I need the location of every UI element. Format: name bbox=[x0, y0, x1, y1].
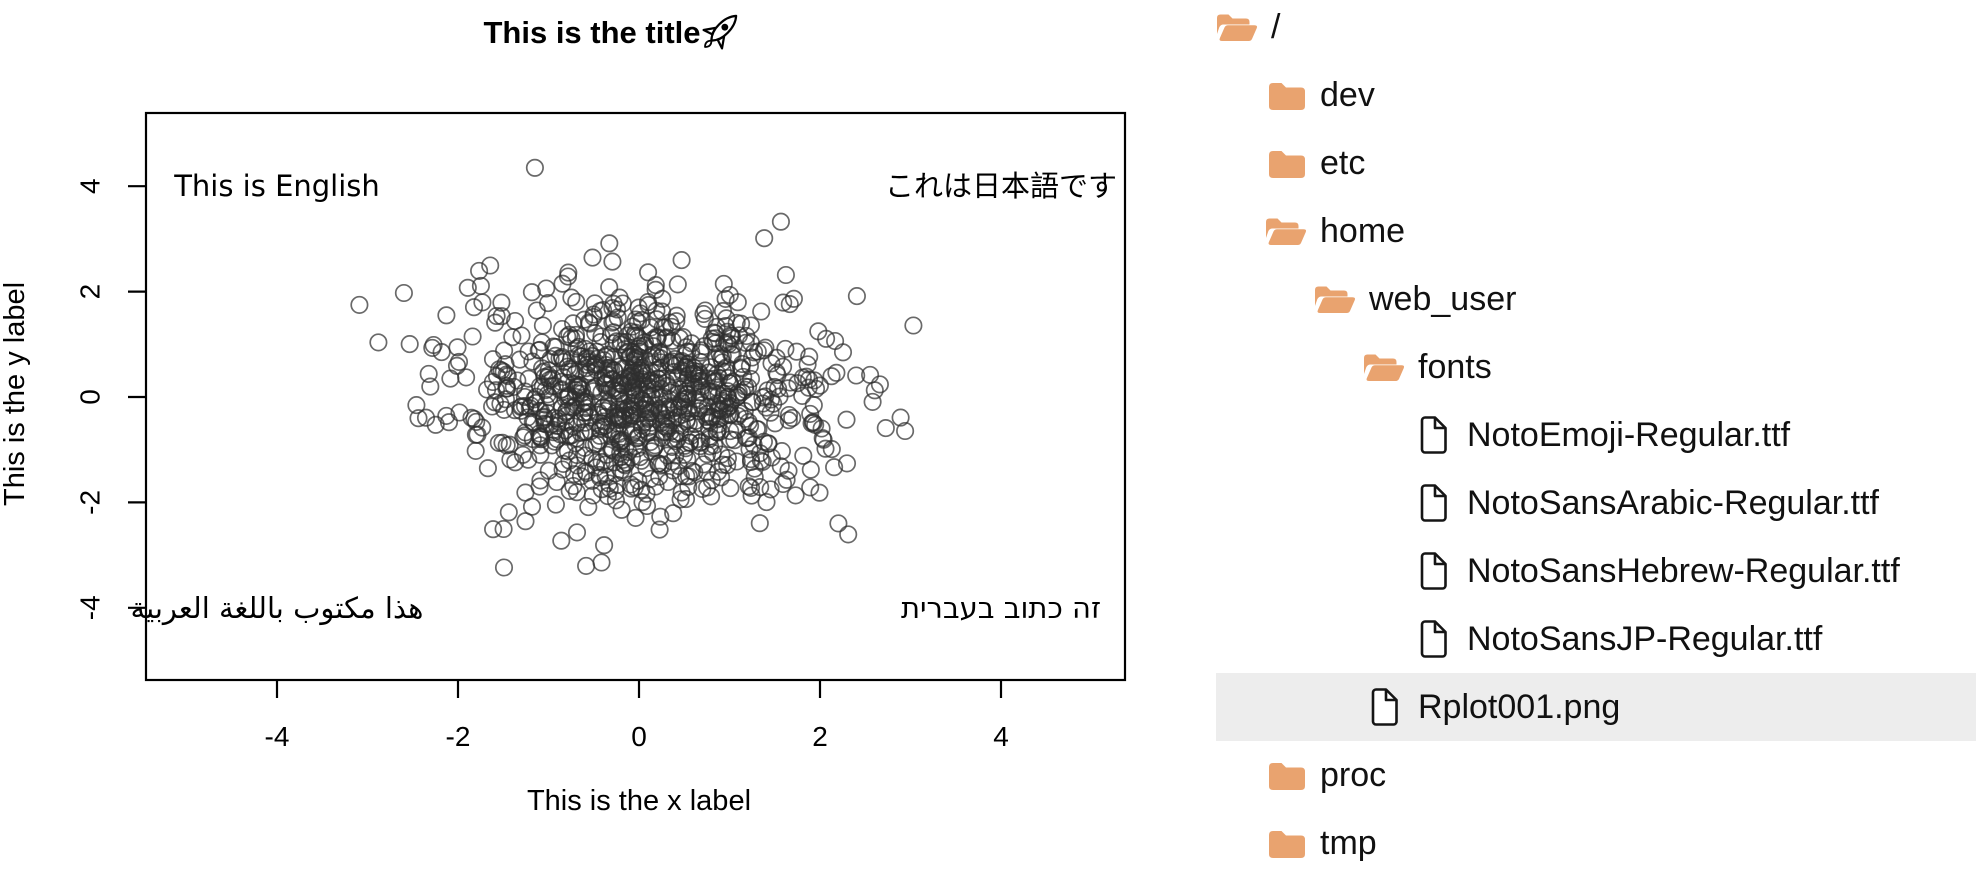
tree-item-label: NotoSansHebrew-Regular.ttf bbox=[1467, 552, 1900, 590]
x-axis-label: This is the x label bbox=[527, 785, 751, 817]
x-tick-label: -2 bbox=[446, 721, 471, 752]
folder-open-icon bbox=[1217, 14, 1258, 41]
file-icon bbox=[1371, 688, 1398, 726]
y-tick-label: -4 bbox=[75, 595, 106, 620]
tree-item-label: / bbox=[1271, 8, 1281, 46]
tree-item-label: NotoEmoji-Regular.ttf bbox=[1467, 416, 1791, 454]
tree-item-dev[interactable]: dev bbox=[1216, 61, 1976, 129]
file-icon bbox=[1420, 416, 1447, 454]
scatter-plot: This is the title -4 -2 0 2 4 -4 -2 0 2 4 This i… bbox=[0, 14, 1127, 817]
x-tick-label: 4 bbox=[993, 721, 1009, 752]
plot-box bbox=[144, 111, 1127, 682]
scatter-points bbox=[350, 158, 923, 577]
file-icon bbox=[1420, 552, 1447, 590]
folder-open-icon bbox=[1266, 218, 1307, 245]
tree-item-label: proc bbox=[1320, 756, 1387, 794]
tree-item-label: NotoSansArabic-Regular.ttf bbox=[1467, 484, 1879, 522]
tree-item-notoemoji-regular-ttf[interactable]: NotoEmoji-Regular.ttf bbox=[1216, 401, 1976, 469]
y-axis-label: This is the y label bbox=[0, 282, 31, 506]
annotation-en: This is English bbox=[173, 169, 380, 203]
annotation-ar: هذا مكتوب باللغة العربية bbox=[131, 591, 424, 625]
tree-item-label: etc bbox=[1320, 144, 1366, 182]
y-tick-label: 0 bbox=[75, 389, 106, 405]
tree-item-tmp[interactable]: tmp bbox=[1216, 809, 1976, 877]
tree-item-fonts[interactable]: fonts bbox=[1216, 333, 1976, 401]
x-tick-label: 2 bbox=[812, 721, 828, 752]
tree-item-rplot001-png[interactable]: Rplot001.png bbox=[1216, 673, 1976, 741]
tree-item-notosanshebrew-regular-ttf[interactable]: NotoSansHebrew-Regular.ttf bbox=[1216, 537, 1976, 605]
file-icon bbox=[1420, 620, 1447, 658]
tree-item-proc[interactable]: proc bbox=[1216, 741, 1976, 809]
x-axis-ticks: -4 -2 0 2 4 bbox=[265, 681, 1009, 752]
tree-item-label: tmp bbox=[1320, 824, 1377, 862]
y-axis-ticks: -4 -2 0 2 4 bbox=[75, 178, 145, 620]
tree-item-etc[interactable]: etc bbox=[1216, 129, 1976, 197]
tree-item-home[interactable]: home bbox=[1216, 197, 1976, 265]
plot-annotations: This is English これは日本語です هذا مكتوب باللغة … bbox=[131, 169, 1117, 625]
y-tick-label: 2 bbox=[75, 284, 106, 300]
folder-icon bbox=[1269, 150, 1305, 178]
y-tick-label: 4 bbox=[75, 178, 106, 194]
y-tick-label: -2 bbox=[75, 490, 106, 515]
tree-item-label: Rplot001.png bbox=[1418, 688, 1621, 726]
plot-canvas: This is the title -4 -2 0 2 4 -4 -2 0 2 4 This i… bbox=[0, 14, 1127, 817]
file-icon bbox=[1420, 484, 1447, 522]
annotation-ja: これは日本語です bbox=[885, 169, 1117, 203]
x-tick-label: -4 bbox=[265, 721, 290, 752]
chart-title: This is the title bbox=[483, 15, 700, 50]
tree-item-web-user[interactable]: web_user bbox=[1216, 265, 1976, 333]
tree-item-notosansjp-regular-ttf[interactable]: NotoSansJP-Regular.ttf bbox=[1216, 605, 1976, 673]
folder-open-icon bbox=[1315, 286, 1356, 313]
tree-item-label: home bbox=[1320, 212, 1406, 250]
folder-icon bbox=[1269, 762, 1305, 790]
x-tick-label: 0 bbox=[631, 721, 647, 752]
tree-item-label: web_user bbox=[1369, 280, 1517, 318]
folder-open-icon bbox=[1364, 354, 1405, 381]
tree-item-label: fonts bbox=[1418, 348, 1492, 386]
rocket-emoji-icon bbox=[702, 14, 738, 50]
tree-item-notosansarabic-regular-ttf[interactable]: NotoSansArabic-Regular.ttf bbox=[1216, 469, 1976, 537]
annotation-he: זה כתוב בעברית bbox=[901, 591, 1101, 625]
tree-item-label: NotoSansJP-Regular.ttf bbox=[1467, 620, 1823, 658]
tree-item-[interactable]: / bbox=[1216, 0, 1976, 61]
tree-item-label: dev bbox=[1320, 76, 1375, 114]
folder-icon bbox=[1269, 830, 1305, 858]
folder-icon bbox=[1269, 82, 1305, 110]
